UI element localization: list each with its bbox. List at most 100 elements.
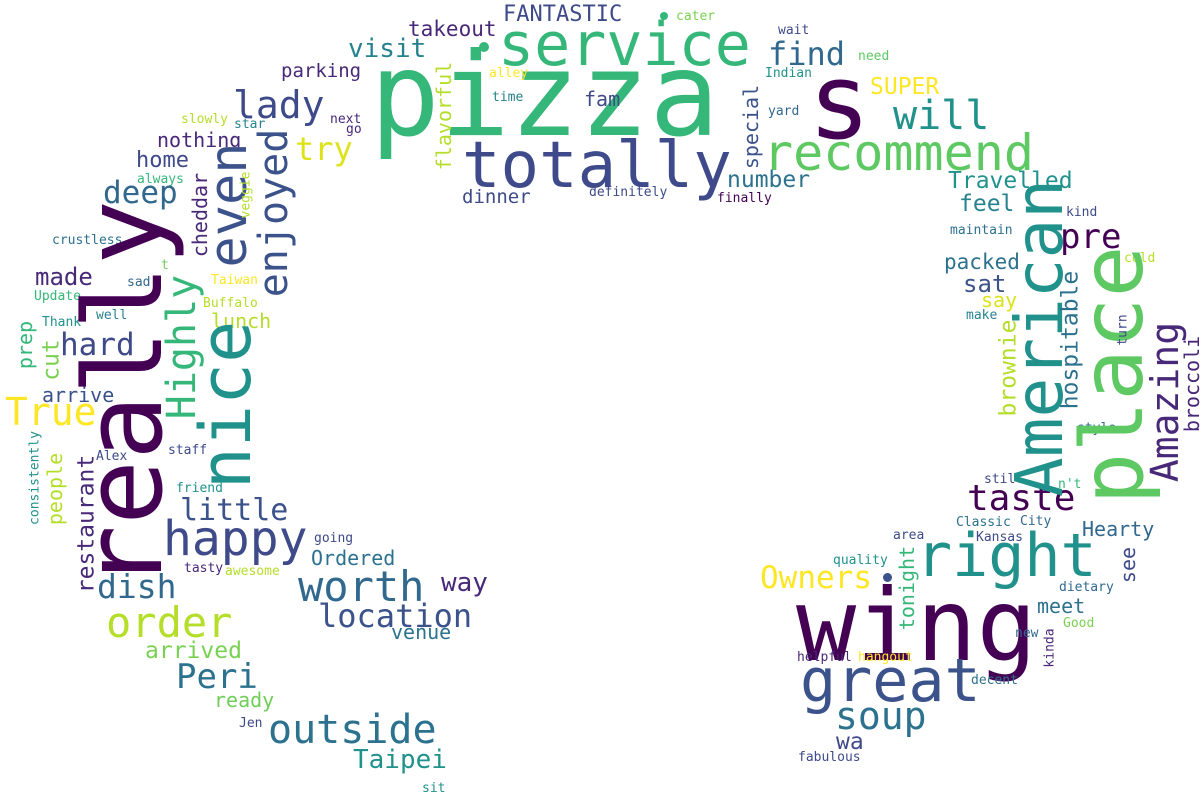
word-find: find [768, 35, 846, 73]
word-indian: Indian [765, 66, 812, 81]
word-pre: pre [1060, 217, 1122, 257]
word-see: see [1116, 546, 1140, 584]
word-arrive: arrive [42, 383, 115, 407]
word-way: way [441, 568, 488, 598]
word-super: SUPER [870, 74, 940, 100]
word-fam: fam [584, 87, 621, 111]
word-fantastic: FANTASTIC [503, 2, 623, 27]
word-update: Update [34, 289, 81, 304]
word-sad: sad [127, 275, 151, 290]
word-try: try [295, 130, 353, 168]
word-right: right [916, 521, 1097, 591]
word-ordered: Ordered [311, 546, 396, 570]
word-quality: quality [833, 553, 888, 568]
dot-marker [883, 573, 892, 582]
word-wait: wait [778, 23, 810, 38]
word-brownie: brownie [995, 319, 1022, 417]
word-sat: sat [963, 270, 1007, 298]
word-hard: hard [60, 327, 135, 363]
dot-marker [660, 12, 668, 20]
word-veggie: veggie [238, 171, 254, 219]
word-tasty: tasty [184, 561, 224, 576]
word-true: True [5, 390, 97, 434]
word-sit: sit [422, 781, 446, 796]
word-happy: happy [163, 511, 308, 567]
word-good: Good [1063, 616, 1095, 631]
word-city: City [1020, 514, 1052, 529]
word-star: star [234, 117, 266, 132]
word-travelled: Travelled [948, 168, 1073, 194]
word-meet: meet [1037, 594, 1086, 618]
word-prep: prep [13, 320, 37, 370]
word-kind: kind [1066, 205, 1098, 220]
word-number: number [727, 167, 811, 193]
word-nt: n't [1058, 477, 1082, 492]
word-make: make [966, 308, 998, 323]
word-hangout: hangout [858, 650, 913, 665]
word-staff: staff [168, 443, 208, 458]
word-new: new [1015, 626, 1039, 641]
word-order: order [106, 598, 233, 647]
word-taste: taste [967, 478, 1076, 519]
word-cheddar: cheddar [188, 172, 212, 258]
word-t: t [161, 258, 169, 273]
word-cold: cold [1124, 251, 1156, 266]
word-packed: packed [944, 250, 1020, 274]
word-definitely: definitely [589, 185, 668, 200]
word-people: people [43, 452, 67, 526]
word-great: great [800, 646, 981, 716]
word-tonight: tonight [895, 545, 919, 631]
word-soup: soup [835, 694, 927, 738]
word-enjoyed: enjoyed [251, 128, 297, 298]
word-consistently: consistently [27, 431, 43, 525]
word-thank: Thank [42, 315, 82, 330]
word-peri: Peri [176, 657, 258, 697]
word-recommend: recommend [763, 124, 1034, 182]
word-crustless: crustless [52, 233, 123, 248]
word-lady: lady [233, 83, 325, 127]
word-area: area [893, 528, 925, 543]
word-wing: wing [796, 567, 1037, 684]
word-feel: feel [959, 191, 1015, 217]
word-special: special [739, 84, 763, 170]
word-parking: parking [281, 60, 362, 82]
word-time: time [492, 90, 524, 105]
word-next: next [330, 112, 362, 127]
word-nothing: nothing [157, 128, 242, 152]
word-dietary: dietary [1059, 580, 1114, 595]
word-going: going [314, 531, 354, 546]
word-go: go [346, 122, 362, 137]
word-venue: venue [391, 620, 452, 644]
word-pizza: pizza [370, 28, 720, 163]
word-taiwan: Taiwan [211, 273, 258, 288]
word-made: made [35, 263, 93, 291]
word-worth: worth [298, 562, 425, 611]
word-totally: totally [462, 129, 732, 203]
word-style: style [1077, 421, 1117, 436]
word-kinda: kinda [1042, 628, 1058, 668]
word-maintain: maintain [950, 223, 1013, 238]
word-wa: wa [836, 729, 864, 755]
word-home: home [136, 148, 189, 173]
word-always: always [137, 172, 184, 187]
word-s: s [808, 41, 871, 163]
word-say: say [981, 288, 1018, 312]
word-finally: finally [717, 191, 772, 206]
word-still: still [984, 472, 1024, 487]
word-amazing: Amazing [1143, 321, 1187, 483]
word-classic: Classic [956, 515, 1011, 530]
word-dish: dish [97, 567, 177, 606]
word-alley: alley [489, 66, 529, 81]
word-ready: ready [214, 688, 275, 712]
word-dinner: dinner [462, 186, 531, 208]
word-hospitable: hospitable [1057, 270, 1084, 410]
word-restaurant: restaurant [73, 454, 100, 594]
word-cater: cater [676, 9, 716, 24]
word-slowly: slowly [181, 112, 228, 127]
word-buffalo: Buffalo [203, 296, 258, 311]
word-hearty: Hearty [1082, 517, 1155, 541]
word-decent: decent [971, 673, 1018, 688]
word-awesome: awesome [225, 564, 280, 579]
word-jen: Jen [239, 716, 263, 731]
word-visit: visit [348, 34, 427, 64]
